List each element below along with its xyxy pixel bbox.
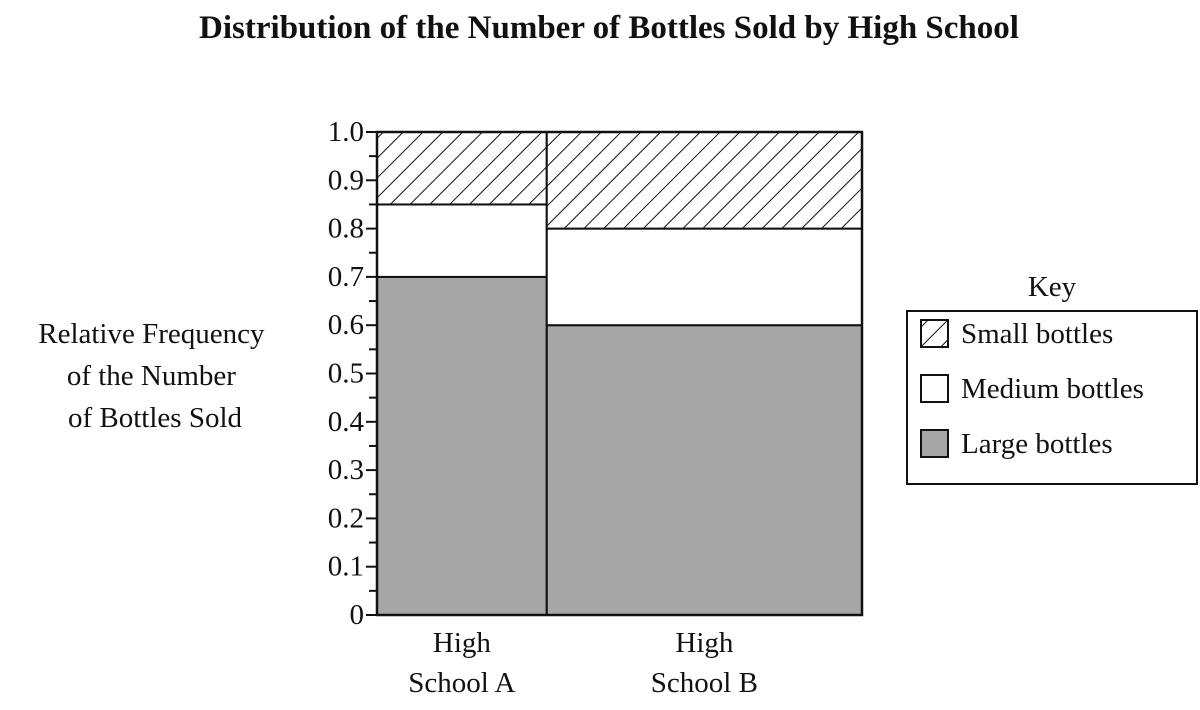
y-tick-label: 0.3	[328, 454, 364, 486]
legend-label: Small bottles	[961, 318, 1113, 350]
y-tick-label: 0.6	[328, 309, 364, 341]
legend-label: Medium bottles	[961, 373, 1144, 405]
x-tick-label: High School B	[651, 627, 758, 699]
legend-title: Key	[1028, 271, 1077, 303]
y-tick-label: 1.0	[328, 116, 364, 148]
legend-label: Large bottles	[961, 428, 1113, 460]
x-tick-label-line: School B	[651, 667, 758, 699]
legend-swatch	[920, 319, 949, 348]
x-tick-label: High School A	[408, 627, 515, 699]
y-tick-label: 0.9	[328, 164, 364, 196]
mosaic-segment	[376, 275, 548, 616]
y-axis: 0 0.1 0.2 0.3 0.4 0.5 0.6 0.7 0.8 0.9 1.0	[328, 116, 377, 631]
y-tick-label: 0.4	[328, 406, 365, 438]
x-tick-label-line: High	[675, 627, 734, 659]
chart-title: Distribution of the Number of Bottles So…	[199, 10, 1019, 46]
y-axis-label-line: of Bottles Sold	[68, 402, 243, 434]
legend-box	[906, 310, 1198, 485]
y-tick-label: 0.2	[328, 502, 364, 534]
y-axis-label-line: of the Number	[67, 360, 236, 392]
plot-area	[375, 130, 864, 617]
y-tick-label: 0	[350, 599, 365, 631]
y-tick-label: 0.8	[328, 213, 364, 245]
mosaic-segment	[376, 131, 548, 206]
y-tick-label: 0.1	[328, 551, 364, 583]
y-axis-label: Relative Frequency of the Number of Bott…	[38, 318, 272, 434]
legend: Key Small bottles Medium bottles Large bot…	[906, 271, 1198, 485]
y-axis-label-line: Relative Frequency	[38, 318, 265, 350]
x-tick-label-line: High	[433, 627, 492, 659]
mosaic-segment	[376, 203, 548, 278]
legend-entries: Small bottles Medium bottles Large bottles	[920, 318, 1144, 460]
legend-swatch	[920, 374, 949, 403]
mosaic-segment	[545, 324, 863, 616]
y-tick-label: 0.5	[328, 358, 364, 390]
mosaic-segment	[545, 227, 863, 327]
x-axis-labels: High School A High School B	[408, 627, 758, 699]
y-tick-label: 0.7	[328, 261, 364, 293]
mosaic-segment	[545, 131, 863, 230]
x-tick-label-line: School A	[408, 667, 515, 699]
legend-swatch	[920, 429, 949, 458]
